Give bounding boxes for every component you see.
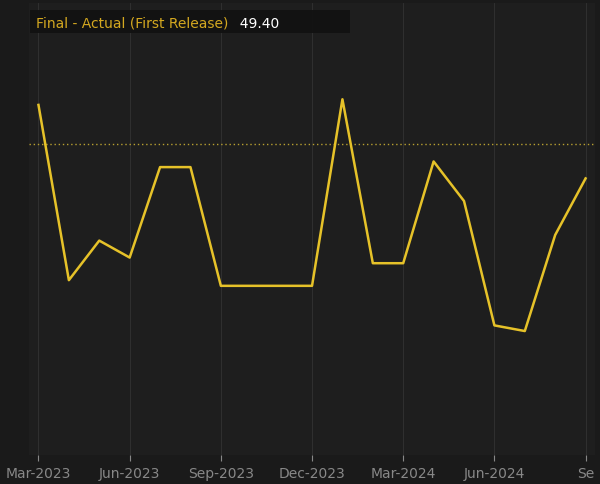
Text: Final - Actual (First Release)  49.40: Final - Actual (First Release) 49.40 xyxy=(35,15,345,30)
Text: 49.40: 49.40 xyxy=(231,17,280,31)
Text: Final - Actual (First Release): Final - Actual (First Release) xyxy=(36,17,229,31)
